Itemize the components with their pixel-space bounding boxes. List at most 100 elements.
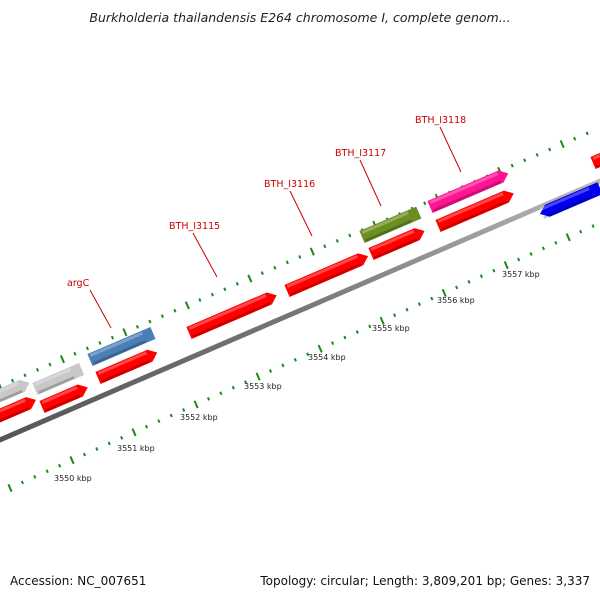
gene-body[interactable]	[359, 206, 422, 243]
scale-tick	[379, 316, 385, 325]
outer-tick	[273, 265, 277, 270]
gene-body[interactable]	[0, 377, 32, 410]
map-title: Burkholderia thailandensis E264 chromoso…	[89, 10, 511, 25]
gene-feature[interactable]	[284, 250, 370, 297]
gene-body[interactable]	[87, 326, 156, 366]
gene-feature[interactable]	[435, 187, 516, 232]
outer-tick	[73, 351, 77, 356]
gene-body[interactable]	[95, 347, 159, 384]
scale-tick	[131, 428, 137, 437]
gene-feature[interactable]	[32, 363, 85, 395]
outer-tick	[210, 292, 214, 297]
outer-tick	[48, 362, 52, 367]
scale-tick	[293, 357, 297, 362]
outer-tick	[173, 308, 177, 313]
scale-tick	[268, 369, 273, 373]
scale-tick	[69, 456, 75, 465]
gene-shade	[45, 394, 81, 412]
outer-tick	[85, 346, 89, 351]
outer-tick	[135, 325, 139, 329]
gene-highlight	[34, 367, 72, 386]
gene-body[interactable]	[368, 225, 427, 260]
gene-body[interactable]	[590, 145, 600, 169]
gene-feature[interactable]	[0, 394, 39, 430]
scale-tick	[368, 324, 372, 329]
scale-tick	[7, 483, 13, 493]
outer-tick	[184, 301, 190, 310]
gene-feature[interactable]	[186, 289, 279, 339]
outer-tick	[23, 373, 27, 378]
scale-label: 3551 kbp	[117, 444, 155, 453]
gene-feature[interactable]	[95, 347, 159, 384]
scale-tick	[529, 252, 533, 256]
chromosome-backbone	[0, 178, 600, 443]
scale-label: 3550 kbp	[54, 474, 92, 483]
scale-tick	[219, 391, 223, 396]
scale-tick	[355, 330, 359, 334]
scale-tick	[244, 380, 248, 384]
scale-tick	[503, 261, 509, 270]
scale-tick	[405, 307, 409, 312]
scale-label: 3557 kbp	[502, 270, 540, 279]
gene-body[interactable]	[0, 394, 39, 430]
gene-label: argC	[67, 278, 90, 289]
genome-info-text: Topology: circular; Length: 3,809,201 bp…	[260, 574, 590, 588]
outer-tick	[223, 287, 227, 292]
outer-tick	[59, 355, 65, 364]
gene-features[interactable]	[0, 145, 600, 430]
gene-body[interactable]	[427, 167, 510, 213]
gene-label: BTH_I3117	[335, 148, 386, 159]
scale-tick	[193, 400, 199, 409]
gene-feature[interactable]	[39, 381, 90, 413]
scale-tick	[417, 302, 421, 306]
gene-body[interactable]	[284, 250, 370, 297]
gene-feature[interactable]	[427, 167, 510, 213]
gene-highlight	[592, 150, 600, 160]
gene-shade	[374, 238, 418, 259]
gene-body[interactable]	[186, 289, 279, 339]
gene-shade	[101, 359, 151, 383]
gene-highlight	[97, 351, 148, 375]
gene-shade	[290, 263, 362, 296]
outer-tick	[298, 255, 302, 259]
label-leader-line	[289, 190, 313, 237]
scale-label: 3553 kbp	[244, 382, 282, 391]
gene-highlight	[361, 211, 409, 234]
gene-feature[interactable]	[537, 182, 600, 220]
outer-tick	[35, 368, 40, 372]
gene-feature[interactable]	[0, 377, 32, 410]
scale-tick	[331, 341, 335, 345]
scale-tick	[579, 229, 583, 234]
outer-tick	[10, 378, 15, 383]
scale-tick	[95, 447, 99, 451]
outer-tick	[510, 163, 514, 168]
gene-highlight	[0, 381, 20, 401]
gene-body[interactable]	[537, 182, 600, 220]
label-leader-line	[192, 232, 218, 278]
outer-tick	[348, 233, 352, 238]
gene-feature[interactable]	[368, 225, 427, 260]
gene-shade	[365, 219, 413, 242]
gene-shade	[543, 195, 594, 219]
gene-shade	[0, 389, 23, 409]
outer-tick	[260, 271, 264, 275]
gene-feature[interactable]	[359, 206, 422, 243]
label-leader-line	[439, 126, 462, 173]
gene-body[interactable]	[435, 187, 516, 232]
scale-tick	[120, 435, 124, 440]
scale-labels: 3550 kbp 3551 kbp 3552 kbp 3553 kbp 3554 kbp…	[54, 270, 540, 483]
scale-tick	[231, 385, 235, 390]
scale-tick	[58, 463, 62, 468]
gene-highlight	[437, 192, 504, 223]
outer-tick	[309, 247, 315, 256]
scale-tick	[157, 419, 161, 423]
gene-feature[interactable]	[590, 145, 600, 169]
gene-body[interactable]	[32, 363, 85, 395]
gene-feature[interactable]	[87, 326, 156, 366]
scale-tick	[144, 424, 149, 429]
gene-body[interactable]	[39, 381, 90, 413]
outer-tick	[585, 131, 589, 136]
scale-label: 3555 kbp	[372, 324, 410, 333]
gene-highlight	[89, 331, 143, 357]
